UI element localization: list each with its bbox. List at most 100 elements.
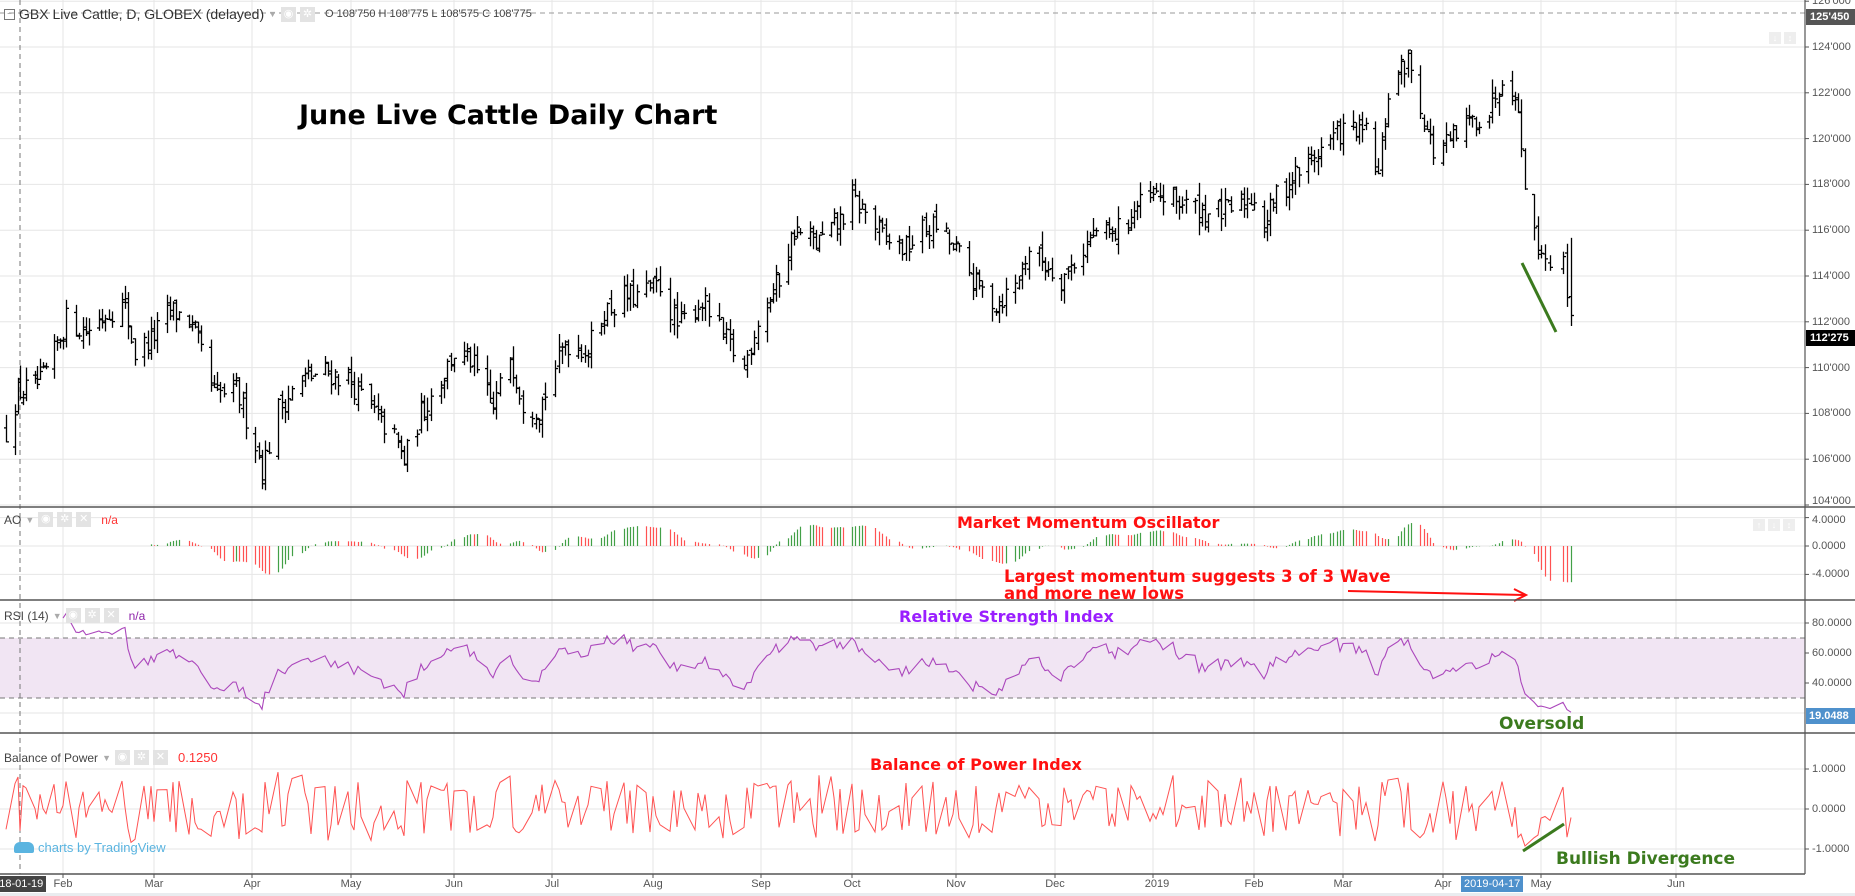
time-tick-label: Feb (1244, 878, 1264, 890)
bop-tick-label: 0.0000 (1812, 803, 1846, 815)
eye-icon[interactable]: ◉ (114, 750, 130, 765)
arrow-up-icon[interactable]: ↑ (1753, 519, 1765, 531)
close-value: 108'775 (493, 8, 532, 20)
tradingview-branding[interactable]: charts by TradingView (14, 840, 166, 855)
low-label: L (431, 8, 438, 20)
time-tick-label: Feb (53, 878, 73, 890)
chevron-down-icon[interactable]: ▼ (52, 610, 62, 621)
bop-tick-label: -1.0000 (1812, 843, 1850, 855)
crosshair-date-left: 2018-01-19 (0, 876, 47, 892)
main-legend: − GBX Live Cattle, D, GLOBEX (delayed) ▼… (4, 6, 532, 22)
rsi-name[interactable]: RSI (14) (4, 608, 49, 623)
bop-note: Bullish Divergence (1556, 849, 1736, 869)
ao-arrow-head (1513, 588, 1529, 602)
bop-tick-label: 1.0000 (1812, 763, 1846, 775)
ao-arrow-line (1347, 590, 1525, 596)
bop-legend: Balance of Power ▼ ◉ ✲ ✕ 0.1250 (4, 750, 218, 765)
ao-note-line1: Largest momentum suggests 3 of 3 Wave (1004, 567, 1391, 586)
time-tick-label: Dec (1045, 878, 1065, 890)
tradingview-cloud-icon (14, 842, 34, 853)
time-tick-label: Sep (751, 878, 771, 890)
rsi-note: Oversold (1499, 714, 1585, 734)
arrow-updown-icon[interactable]: ↕ (1783, 519, 1795, 531)
rsi-title: Relative Strength Index (899, 607, 1114, 626)
symbol-title[interactable]: GBX Live Cattle, D, GLOBEX (delayed) (19, 6, 265, 22)
high-label: H (378, 8, 387, 20)
bop-value: 0.1250 (177, 750, 218, 765)
main-pane-controls: ↓ ↕ (1766, 28, 1796, 46)
price-tick-label: 114'000 (1812, 270, 1850, 282)
gear-icon[interactable]: ✲ (133, 750, 149, 765)
ohlc-readout: O 108'750 H 108'775 L 108'575 C 108'775 (325, 8, 532, 20)
price-tick-label: 118'000 (1812, 178, 1850, 191)
price-trend-line (1520, 262, 1558, 333)
eye-icon[interactable]: ◉ (38, 512, 54, 527)
time-tick-label: Mar (1333, 878, 1353, 890)
price-tick-label: 112'000 (1812, 315, 1850, 328)
bop-line (5, 771, 1572, 847)
time-tick-label: Oct (843, 878, 861, 890)
crosshair-date-right: 2019-04-17 (1461, 876, 1524, 892)
bop-title: Balance of Power Index (870, 755, 1082, 774)
ao-tick-label: 0.0000 (1812, 540, 1846, 552)
time-tick-label: Jul (544, 878, 560, 890)
ao-note-line2: and more new lows (1004, 584, 1185, 603)
price-tick-label: 124'000 (1812, 41, 1851, 53)
eye-icon[interactable]: ◉ (281, 6, 297, 22)
ao-value: n/a (101, 512, 118, 527)
price-tick-label: 126'000 (1812, 0, 1851, 8)
bottom-strip (0, 893, 1855, 896)
collapse-icon[interactable]: − (4, 8, 15, 20)
time-tick-label: Jun (445, 878, 463, 890)
open-label: O (325, 8, 334, 20)
low-value: 108'575 (440, 8, 480, 20)
time-tick-label: May (1530, 878, 1552, 890)
ao-name[interactable]: AO (4, 512, 22, 527)
arrow-updown-icon[interactable]: ↕ (1784, 32, 1796, 44)
close-icon[interactable]: ✕ (152, 750, 168, 765)
close-icon[interactable]: ✕ (76, 512, 92, 527)
time-tick-label: May (340, 878, 362, 890)
close-icon[interactable]: ✕ (103, 608, 119, 623)
chevron-down-icon[interactable]: ▼ (102, 752, 111, 763)
chevron-down-icon[interactable]: ▼ (25, 514, 35, 525)
price-tick-label: 104'000 (1812, 495, 1851, 507)
price-tick-label: 106'000 (1812, 453, 1851, 466)
ao-title: Market Momentum Oscillator (957, 513, 1220, 532)
ao-tick-label: -4.0000 (1812, 568, 1850, 581)
arrow-down-icon[interactable]: ↓ (1768, 519, 1780, 531)
price-tick-label: 108'000 (1812, 407, 1851, 420)
ao-pane-controls: ↑ ↓ ↕ (1750, 515, 1795, 533)
high-marker-label: 125'450 (1806, 9, 1855, 25)
gear-icon[interactable]: ✲ (84, 608, 100, 623)
price-tick-label: 122'000 (1812, 86, 1851, 99)
eye-icon[interactable]: ◉ (65, 608, 81, 623)
time-tick-label: Apr (1434, 878, 1452, 890)
high-value: 108'775 (389, 8, 429, 20)
time-tick-label: Apr (243, 878, 261, 890)
price-tick-label: 116'000 (1812, 224, 1850, 237)
time-tick-label: Mar (144, 878, 164, 890)
last-price-label: 112'275 (1806, 330, 1855, 346)
bop-trend-line (1522, 822, 1565, 853)
chevron-down-icon[interactable]: ▼ (268, 9, 278, 19)
rsi-legend: RSI (14) ▼ ◉ ✲ ✕ n/a (4, 608, 145, 623)
ao-legend: AO ▼ ◉ ✲ ✕ n/a (4, 512, 118, 527)
chart-title: June Live Cattle Daily Chart (299, 100, 718, 131)
open-value: 108'750 (336, 8, 376, 20)
gear-icon[interactable]: ✲ (57, 512, 73, 527)
rsi-band (0, 638, 1805, 698)
branding-text: charts by TradingView (38, 840, 166, 855)
rsi-value: n/a (128, 608, 146, 623)
time-tick-label: 2019 (1144, 878, 1170, 890)
bop-name[interactable]: Balance of Power (4, 750, 99, 765)
price-tick-label: 110'000 (1812, 361, 1850, 374)
rsi-line (62, 612, 1572, 713)
rsi-tick-label: 80.0000 (1812, 617, 1852, 629)
rsi-tick-label: 40.0000 (1812, 677, 1852, 689)
arrow-down-icon[interactable]: ↓ (1769, 32, 1781, 44)
time-tick-label: Jun (1667, 878, 1685, 890)
gear-icon[interactable]: ✲ (300, 6, 316, 22)
close-label: C (482, 8, 491, 20)
